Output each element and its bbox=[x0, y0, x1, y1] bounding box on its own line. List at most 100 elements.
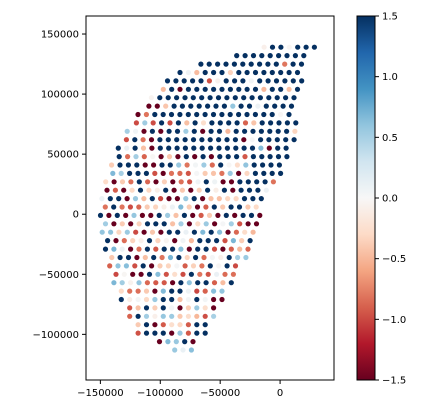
data-point bbox=[172, 347, 178, 353]
data-point bbox=[276, 162, 282, 168]
data-point bbox=[259, 154, 265, 160]
data-point bbox=[174, 145, 180, 151]
data-point bbox=[288, 103, 295, 109]
data-point bbox=[211, 288, 217, 294]
data-point bbox=[269, 44, 276, 50]
data-point bbox=[249, 145, 256, 151]
data-point bbox=[269, 111, 275, 118]
data-point bbox=[182, 263, 188, 269]
data-point bbox=[153, 221, 159, 227]
data-point bbox=[106, 212, 112, 218]
data-point bbox=[268, 120, 274, 126]
data-point bbox=[163, 271, 169, 277]
y-tick-label: −50000 bbox=[39, 270, 79, 281]
data-point bbox=[208, 229, 214, 235]
data-point bbox=[257, 212, 263, 218]
data-point bbox=[185, 288, 191, 294]
data-point bbox=[206, 61, 212, 67]
data-point bbox=[159, 254, 165, 261]
data-point bbox=[161, 280, 167, 286]
data-point bbox=[202, 330, 208, 336]
data-point bbox=[261, 86, 267, 92]
data-point bbox=[176, 162, 182, 168]
data-point bbox=[135, 330, 141, 336]
y-tick-label: 100000 bbox=[41, 90, 79, 101]
data-point bbox=[217, 154, 223, 160]
data-point bbox=[116, 154, 122, 160]
data-point bbox=[184, 120, 190, 126]
data-point bbox=[299, 78, 305, 84]
data-point bbox=[158, 196, 164, 202]
data-point bbox=[174, 263, 180, 269]
data-point bbox=[220, 221, 226, 227]
data-point bbox=[178, 204, 184, 210]
data-point bbox=[243, 254, 249, 261]
data-point bbox=[196, 187, 202, 193]
data-point bbox=[282, 78, 288, 84]
data-point bbox=[286, 44, 292, 50]
data-point bbox=[284, 128, 290, 134]
data-point bbox=[152, 170, 158, 176]
data-point bbox=[200, 128, 206, 134]
data-point bbox=[283, 95, 289, 101]
data-point bbox=[166, 229, 172, 235]
data-point bbox=[224, 145, 230, 151]
data-point bbox=[282, 61, 288, 67]
data-point bbox=[245, 179, 251, 185]
data-point bbox=[175, 154, 181, 160]
data-point bbox=[97, 212, 104, 218]
data-point bbox=[216, 128, 223, 134]
data-point bbox=[185, 313, 191, 319]
data-point bbox=[239, 238, 245, 244]
data-point bbox=[209, 162, 215, 168]
data-point bbox=[294, 86, 301, 92]
colorbar-tick-label: 1.0 bbox=[382, 72, 398, 83]
data-point bbox=[161, 179, 167, 185]
data-point bbox=[211, 204, 217, 210]
data-point bbox=[160, 86, 166, 92]
data-point bbox=[227, 170, 233, 176]
data-point bbox=[174, 95, 180, 101]
data-point bbox=[292, 53, 298, 59]
data-point bbox=[231, 61, 237, 67]
y-tick-label: 150000 bbox=[41, 30, 79, 41]
data-point bbox=[183, 154, 189, 160]
data-points bbox=[97, 44, 317, 353]
data-point bbox=[220, 179, 226, 185]
data-point bbox=[209, 254, 215, 261]
data-point bbox=[219, 111, 225, 118]
colorbar-tick-label: −1.5 bbox=[382, 376, 406, 387]
data-point bbox=[194, 204, 201, 210]
data-point bbox=[194, 313, 200, 319]
data-point bbox=[152, 322, 158, 328]
data-point bbox=[169, 204, 175, 210]
data-point bbox=[266, 137, 272, 143]
data-point bbox=[143, 305, 150, 311]
data-point bbox=[166, 196, 172, 202]
data-point bbox=[203, 246, 209, 252]
data-point bbox=[225, 154, 231, 160]
data-point bbox=[250, 128, 256, 134]
data-point bbox=[152, 296, 158, 303]
data-point bbox=[233, 128, 239, 134]
data-point bbox=[232, 263, 239, 269]
data-point bbox=[205, 103, 211, 109]
data-point bbox=[164, 78, 171, 84]
data-point bbox=[283, 145, 289, 151]
data-point bbox=[111, 280, 117, 286]
data-point bbox=[220, 280, 226, 286]
data-point bbox=[257, 95, 263, 101]
data-point bbox=[185, 111, 191, 118]
data-point bbox=[233, 145, 239, 151]
data-point bbox=[155, 271, 161, 277]
data-point bbox=[117, 162, 123, 168]
data-point bbox=[234, 154, 240, 160]
data-point bbox=[160, 288, 166, 294]
data-point bbox=[154, 187, 160, 193]
data-point bbox=[284, 154, 290, 160]
data-point bbox=[269, 170, 275, 176]
data-point bbox=[177, 313, 183, 319]
data-point bbox=[253, 221, 260, 227]
data-point bbox=[190, 137, 197, 143]
data-point bbox=[111, 179, 117, 185]
